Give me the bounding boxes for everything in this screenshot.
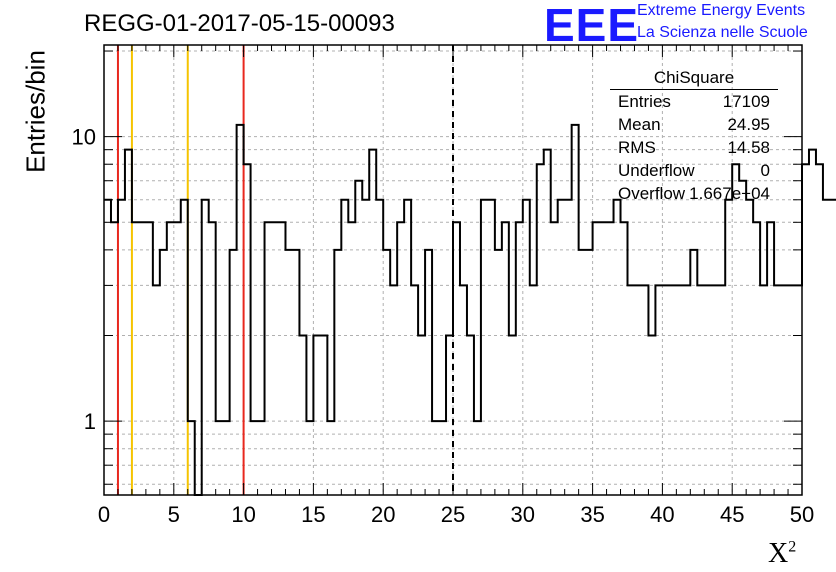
stats-key: Entries — [618, 92, 671, 111]
x-tick-label: 5 — [168, 502, 180, 527]
stats-row-rms: RMS 14.58 — [610, 138, 778, 161]
x-tick-label: 20 — [371, 502, 395, 527]
stats-key: Underflow — [618, 161, 695, 180]
stats-value: 24.95 — [727, 115, 770, 134]
x-tick-label: 50 — [790, 502, 814, 527]
x-axis-label: X2 — [768, 538, 796, 570]
x-tick-label: 10 — [231, 502, 255, 527]
stats-value: 14.58 — [727, 138, 770, 157]
x-tick-label: 40 — [650, 502, 674, 527]
chart-title: REGG-01-2017-05-15-00093 — [84, 10, 395, 37]
y-tick-label: 10 — [72, 125, 96, 150]
stats-row-underflow: Underflow 0 — [610, 161, 778, 184]
stats-box-name: ChiSquare — [610, 68, 778, 90]
histogram-series — [104, 123, 836, 496]
stats-value: 0 — [760, 161, 770, 180]
stats-row-overflow: Overflow 1.667e+04 — [610, 184, 778, 207]
x-tick-label: 25 — [441, 502, 465, 527]
stats-key: Mean — [618, 115, 661, 134]
x-axis-label-base: X — [768, 538, 789, 569]
stats-box: ChiSquare Entries 17109 Mean 24.95 RMS 14.5… — [610, 68, 778, 207]
x-axis-label-superscript: 2 — [788, 538, 797, 556]
x-tick-label: 35 — [580, 502, 604, 527]
stats-row-entries: Entries 17109 — [610, 92, 778, 115]
stats-key: RMS — [618, 138, 656, 157]
y-tick-label: 1 — [84, 409, 96, 434]
logo-tagline-2: La Scienza nelle Scuole — [637, 24, 808, 41]
x-tick-label: 15 — [301, 502, 325, 527]
eee-logo: EEE — [544, 0, 640, 51]
x-tick-label: 0 — [98, 502, 110, 527]
stats-row-mean: Mean 24.95 — [610, 115, 778, 138]
stats-value: 1.667e+04 — [689, 184, 770, 203]
x-tick-label: 45 — [720, 502, 744, 527]
stats-value: 17109 — [722, 92, 770, 111]
stats-key: Overflow — [618, 184, 686, 203]
logo-tagline-1: Extreme Energy Events — [637, 2, 806, 19]
x-tick-label: 30 — [511, 502, 535, 527]
